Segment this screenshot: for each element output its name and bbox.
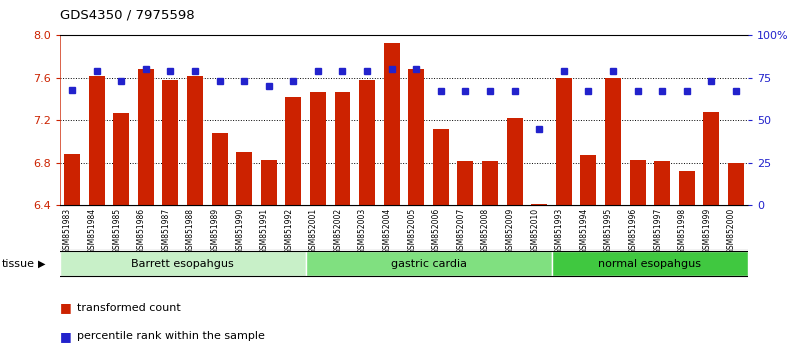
Text: GSM851983: GSM851983 [63, 207, 72, 254]
Text: GSM852009: GSM852009 [505, 207, 515, 254]
Bar [482, 161, 498, 205]
Bar [704, 112, 720, 205]
Text: GSM851991: GSM851991 [259, 207, 269, 254]
Text: GSM851984: GSM851984 [88, 207, 96, 254]
Bar [310, 92, 326, 205]
Text: GSM852010: GSM852010 [530, 207, 539, 254]
Text: GSM851994: GSM851994 [579, 207, 588, 254]
Bar [531, 204, 547, 205]
Bar [359, 80, 375, 205]
Bar [384, 43, 400, 205]
Text: GSM851996: GSM851996 [629, 207, 638, 254]
Bar [679, 171, 695, 205]
Text: GSM852008: GSM852008 [481, 207, 490, 254]
Text: percentile rank within the sample: percentile rank within the sample [77, 331, 265, 341]
Bar [162, 80, 178, 205]
Bar [187, 76, 203, 205]
Text: GSM852003: GSM852003 [358, 207, 367, 254]
Text: normal esopahgus: normal esopahgus [599, 259, 701, 269]
Text: transformed count: transformed count [77, 303, 181, 313]
Text: GSM851990: GSM851990 [235, 207, 244, 254]
Text: gastric cardia: gastric cardia [391, 259, 466, 269]
Bar [261, 160, 277, 205]
Text: GDS4350 / 7975598: GDS4350 / 7975598 [60, 9, 194, 22]
Text: GSM851989: GSM851989 [210, 207, 220, 254]
Bar [728, 163, 744, 205]
Bar [580, 155, 596, 205]
Text: Barrett esopahgus: Barrett esopahgus [131, 259, 234, 269]
Text: GSM852005: GSM852005 [408, 207, 416, 254]
Text: GSM851985: GSM851985 [112, 207, 121, 254]
Bar [408, 69, 424, 205]
Text: GSM852004: GSM852004 [383, 207, 392, 254]
Bar [138, 69, 154, 205]
Text: GSM852000: GSM852000 [727, 207, 736, 254]
Bar [236, 152, 252, 205]
Text: GSM851987: GSM851987 [162, 207, 170, 254]
Text: tissue: tissue [2, 259, 34, 269]
Bar [552, 251, 748, 276]
Text: GSM852007: GSM852007 [456, 207, 466, 254]
Text: GSM851998: GSM851998 [677, 207, 687, 254]
Text: ■: ■ [60, 302, 72, 314]
Text: GSM852002: GSM852002 [334, 207, 342, 254]
Bar [654, 161, 670, 205]
Text: GSM851986: GSM851986 [137, 207, 146, 254]
Text: GSM851999: GSM851999 [702, 207, 712, 254]
Bar [433, 129, 449, 205]
Bar [630, 160, 646, 205]
Bar [334, 92, 350, 205]
Text: GSM852006: GSM852006 [432, 207, 441, 254]
Bar [113, 113, 129, 205]
Text: GSM851995: GSM851995 [604, 207, 613, 254]
Text: GSM852001: GSM852001 [309, 207, 318, 254]
Bar [556, 78, 572, 205]
Bar [88, 76, 104, 205]
Text: GSM851988: GSM851988 [186, 207, 195, 253]
Bar [458, 161, 474, 205]
Bar [306, 251, 552, 276]
Text: GSM851997: GSM851997 [654, 207, 662, 254]
Bar [506, 118, 523, 205]
Text: ■: ■ [60, 330, 72, 343]
Bar [60, 251, 306, 276]
Bar [64, 154, 80, 205]
Text: GSM851992: GSM851992 [284, 207, 293, 254]
Bar [212, 133, 228, 205]
Bar [285, 97, 302, 205]
Bar [605, 78, 621, 205]
Text: GSM851993: GSM851993 [555, 207, 564, 254]
Text: ▶: ▶ [38, 259, 45, 269]
